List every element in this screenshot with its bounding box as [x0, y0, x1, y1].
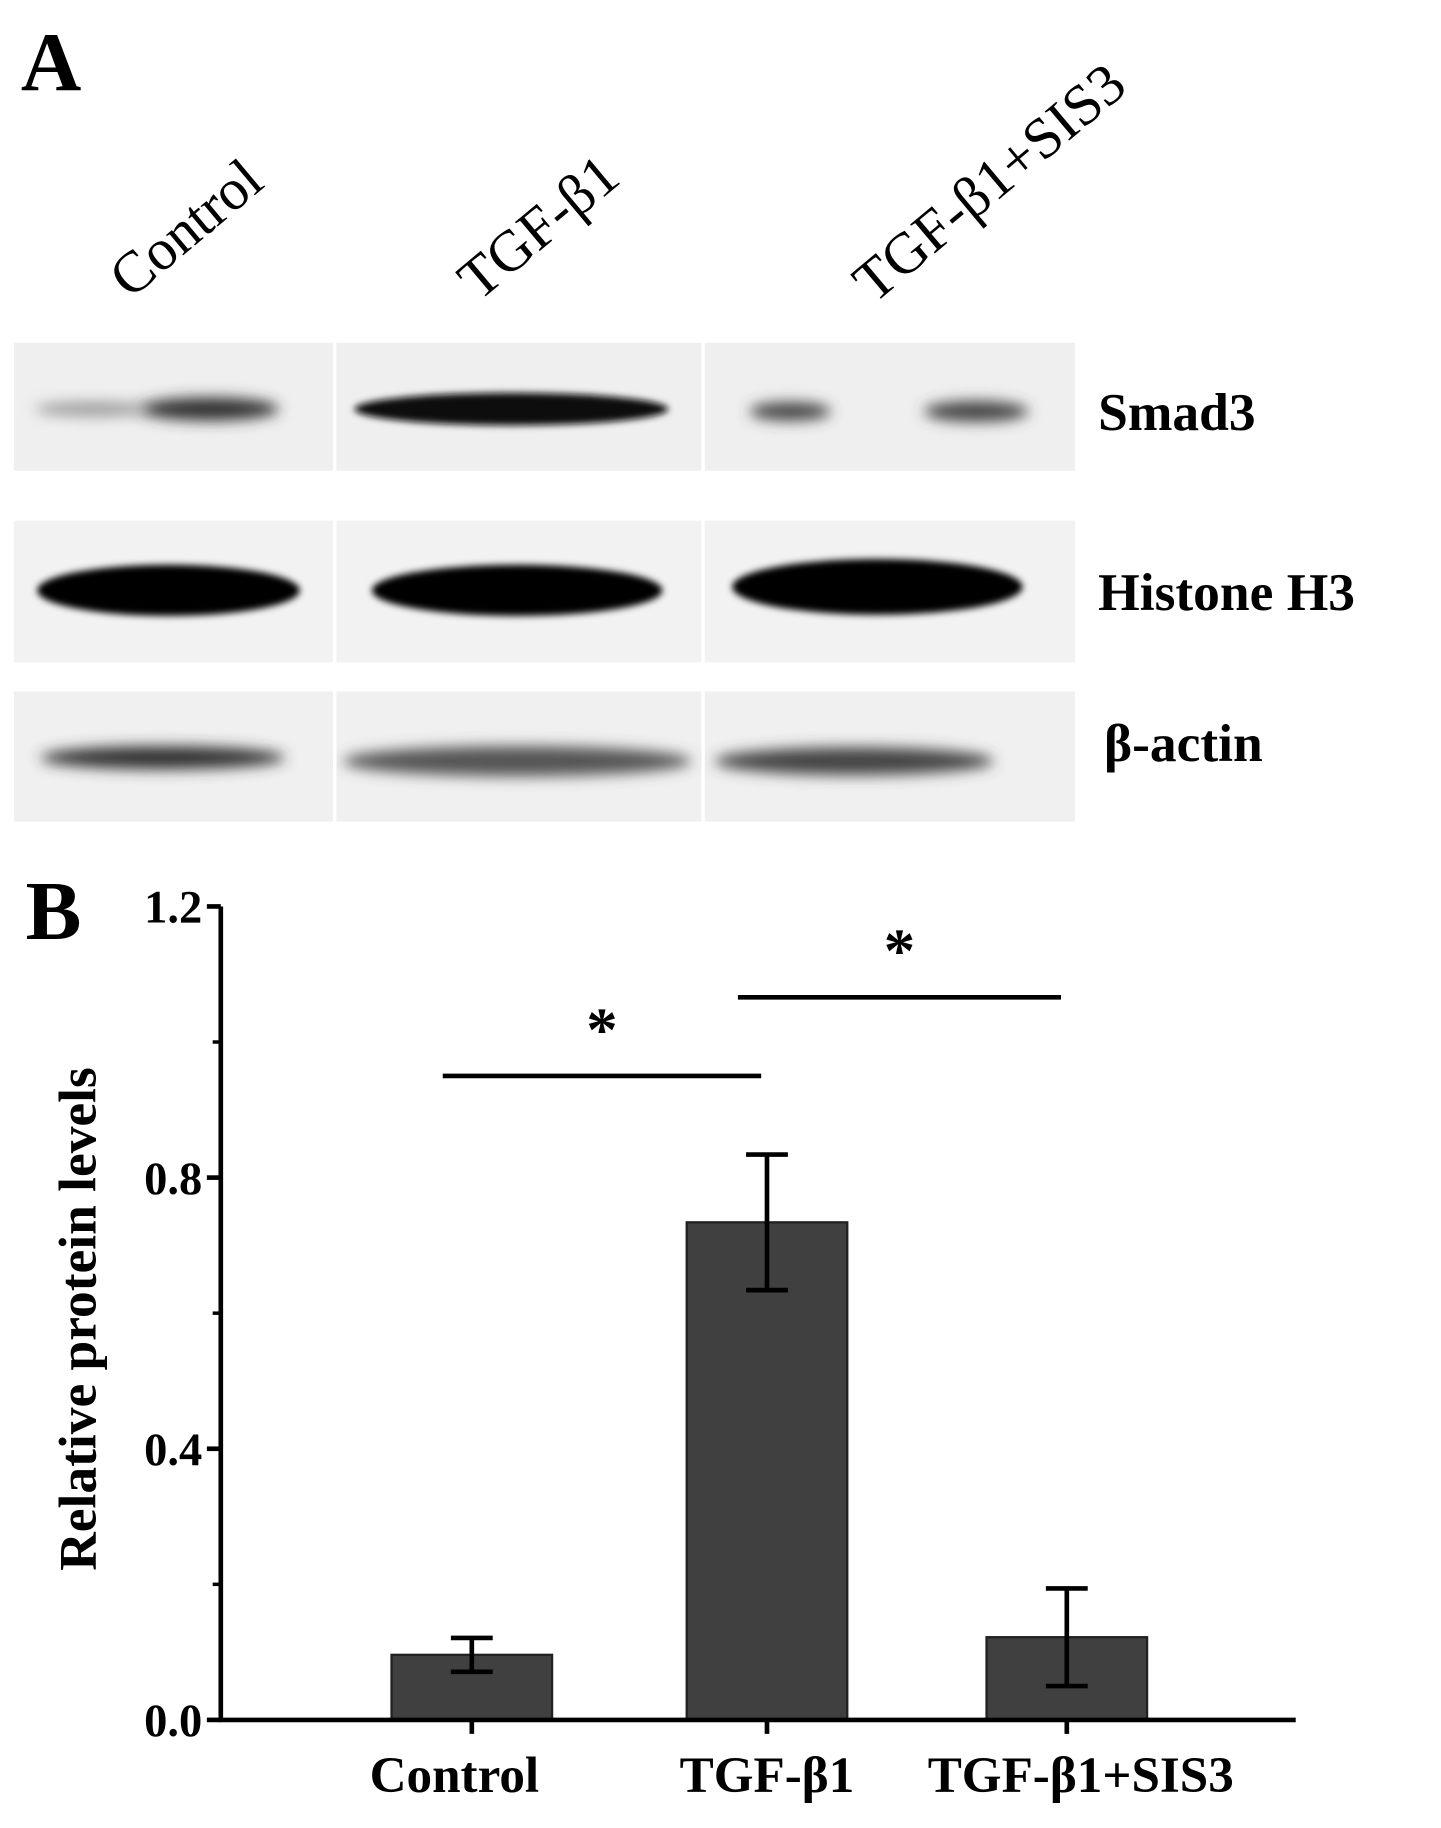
lane-label: TGF-β1 [445, 142, 631, 312]
band-label: Smad3 [1098, 382, 1255, 442]
error-bar [1045, 1586, 1088, 1689]
western-blot [13, 342, 1075, 822]
lane-label: TGF-β1+SIS3 [840, 50, 1137, 314]
bar [685, 1221, 849, 1722]
band-label: Histone H3 [1098, 562, 1355, 622]
x-tick-label: TGF-β1 [680, 1747, 855, 1804]
axes [218, 906, 1296, 1723]
y-tick-label: 1.2 [144, 883, 202, 934]
significance-label: * [586, 994, 617, 1064]
error-bar [746, 1152, 788, 1293]
significance-label: * [884, 916, 915, 986]
band-label: β-actin [1104, 713, 1263, 773]
y-tick-label: 0.8 [144, 1154, 202, 1205]
y-axis-title: Relative protein levels [47, 1067, 107, 1571]
y-tick-label: 0.4 [144, 1425, 202, 1476]
panel-label: B [26, 865, 82, 958]
lane-label: Control [97, 146, 275, 310]
error-bar [450, 1635, 493, 1675]
panel-label: A [21, 17, 81, 110]
x-tick-label: TGF-β1+SIS3 [928, 1747, 1234, 1804]
x-tick-label: Control [370, 1747, 539, 1804]
y-tick-label: 0.0 [144, 1696, 202, 1747]
